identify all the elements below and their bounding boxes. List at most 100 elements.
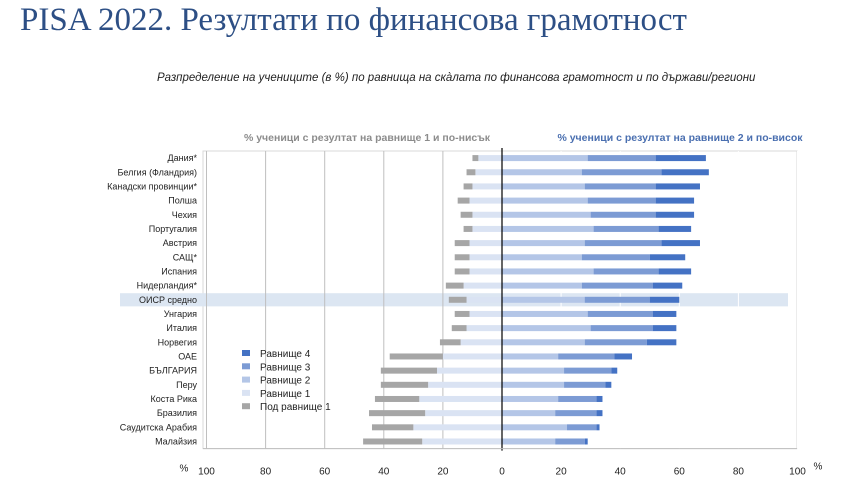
bar-равнище-1 (425, 410, 502, 417)
bar-под-равнище-1 (466, 169, 476, 176)
bar-равнище-3 (584, 240, 662, 247)
header-right: % ученици с резултат на равнище 2 и по-в… (557, 132, 803, 144)
bar-под-равнище-1 (451, 325, 467, 332)
category-label: САЩ* (173, 252, 198, 262)
bar-равнище-3 (564, 381, 606, 388)
bar-равнище-3 (567, 424, 597, 431)
category-label: БЪЛГАРИЯ (149, 366, 197, 376)
category-label: Унгария (164, 309, 197, 319)
bar-равнище-1 (442, 353, 502, 360)
bar-равнище-4 (658, 268, 692, 275)
bar-под-равнище-1 (363, 438, 423, 445)
bar-равнище-3 (558, 395, 597, 402)
bar-равнище-1 (466, 296, 502, 303)
bar-равнище-1 (463, 282, 502, 289)
bar-равнище-1 (469, 240, 502, 247)
bar-под-равнище-1 (374, 395, 420, 402)
legend-label: Равнище 3 (260, 362, 311, 373)
bar-равнище-2 (502, 410, 556, 417)
legend-swatch (242, 350, 250, 356)
bar-равнище-4 (649, 296, 680, 303)
bar-равнище-4 (652, 310, 677, 317)
legend-label: Под равнище 1 (260, 402, 331, 413)
bar-равнище-2 (502, 254, 582, 261)
bar-равнище-4 (596, 395, 603, 402)
legend-label: Равнище 2 (260, 376, 311, 387)
chart-subtitle: Разпределение на учениците (в %) по равн… (157, 72, 756, 84)
bar-равнище-3 (584, 296, 650, 303)
bar-равнище-3 (590, 211, 656, 218)
bar-равнище-1 (478, 155, 502, 162)
bar-равнище-4 (655, 211, 695, 218)
x-tick-label: 40 (378, 467, 390, 478)
bar-равнище-2 (502, 395, 559, 402)
bar-под-равнище-1 (380, 381, 429, 388)
category-label: ОАЕ (178, 351, 197, 361)
x-tick-label: 80 (260, 467, 272, 478)
bar-равнище-4 (652, 282, 683, 289)
bar-равнище-4 (605, 381, 612, 388)
bar-равнище-3 (558, 353, 615, 360)
bar-равнище-3 (593, 225, 659, 232)
category-label: Полша (168, 196, 197, 206)
bar-равнище-1 (428, 381, 502, 388)
bar-равнище-3 (581, 282, 653, 289)
bar-равнище-3 (555, 410, 597, 417)
header-left: % ученици с резултат на равнище 1 и по-н… (244, 132, 491, 144)
category-label: ОИСР средно (139, 295, 197, 305)
bar-равнище-1 (419, 395, 502, 402)
bar-под-равнище-1 (454, 240, 470, 247)
bar-равнище-2 (502, 197, 588, 204)
slide-title: PISA 2022. Резултати по финансова грамот… (20, 2, 687, 38)
bar-равнище-3 (555, 438, 585, 445)
bar-равнище-2 (502, 268, 594, 275)
bar-равнище-4 (655, 183, 700, 190)
bar-равнище-2 (502, 367, 565, 374)
bar-равнище-1 (460, 339, 502, 346)
bar-равнище-1 (436, 367, 502, 374)
bar-равнище-1 (472, 183, 502, 190)
bar-равнище-2 (502, 211, 591, 218)
legend-swatch (242, 389, 250, 396)
bar-равнище-2 (502, 296, 585, 303)
bar-под-равнище-1 (389, 353, 443, 360)
category-label: Канадски провинции* (107, 181, 197, 191)
bar-равнище-2 (502, 381, 565, 388)
bar-под-равнище-1 (472, 155, 479, 162)
x-tick-label: 0 (499, 467, 505, 478)
bar-под-равнище-1 (371, 424, 414, 431)
legend-swatch (242, 376, 250, 383)
bar-равнище-2 (502, 339, 585, 346)
bar-под-равнище-1 (445, 282, 464, 289)
bar-равнище-1 (469, 268, 502, 275)
category-label: Саудитска Арабия (120, 422, 197, 432)
bar-равнище-4 (661, 240, 700, 247)
bar-равнище-4 (652, 325, 677, 332)
bar-равнище-3 (587, 155, 656, 162)
bar-равнище-1 (466, 325, 502, 332)
bar-под-равнище-1 (463, 225, 473, 232)
category-label: Дания* (168, 153, 198, 163)
bar-равнище-1 (413, 424, 502, 431)
bar-равнище-2 (502, 353, 559, 360)
x-tick-label: 40 (615, 467, 627, 478)
category-label: Бразилия (157, 408, 197, 418)
bar-равнище-4 (614, 353, 633, 360)
bar-равнище-3 (584, 339, 647, 346)
bar-равнище-2 (502, 282, 582, 289)
bar-под-равнище-1 (369, 410, 426, 417)
legend-label: Равнище 4 (260, 349, 311, 360)
category-label: Коста Рика (151, 394, 197, 404)
bar-равнище-2 (502, 325, 591, 332)
axis-unit-right: % (814, 462, 823, 473)
category-label: Чехия (172, 210, 197, 220)
bar-равнище-3 (581, 169, 662, 176)
category-label: Нидерландия* (137, 281, 198, 291)
bar-равнище-2 (502, 438, 556, 445)
category-label: Норвегия (158, 337, 198, 347)
bar-равнище-2 (502, 225, 594, 232)
bar-равнище-1 (469, 197, 502, 204)
legend-swatch (242, 403, 250, 410)
x-tick-label: 100 (789, 467, 806, 478)
